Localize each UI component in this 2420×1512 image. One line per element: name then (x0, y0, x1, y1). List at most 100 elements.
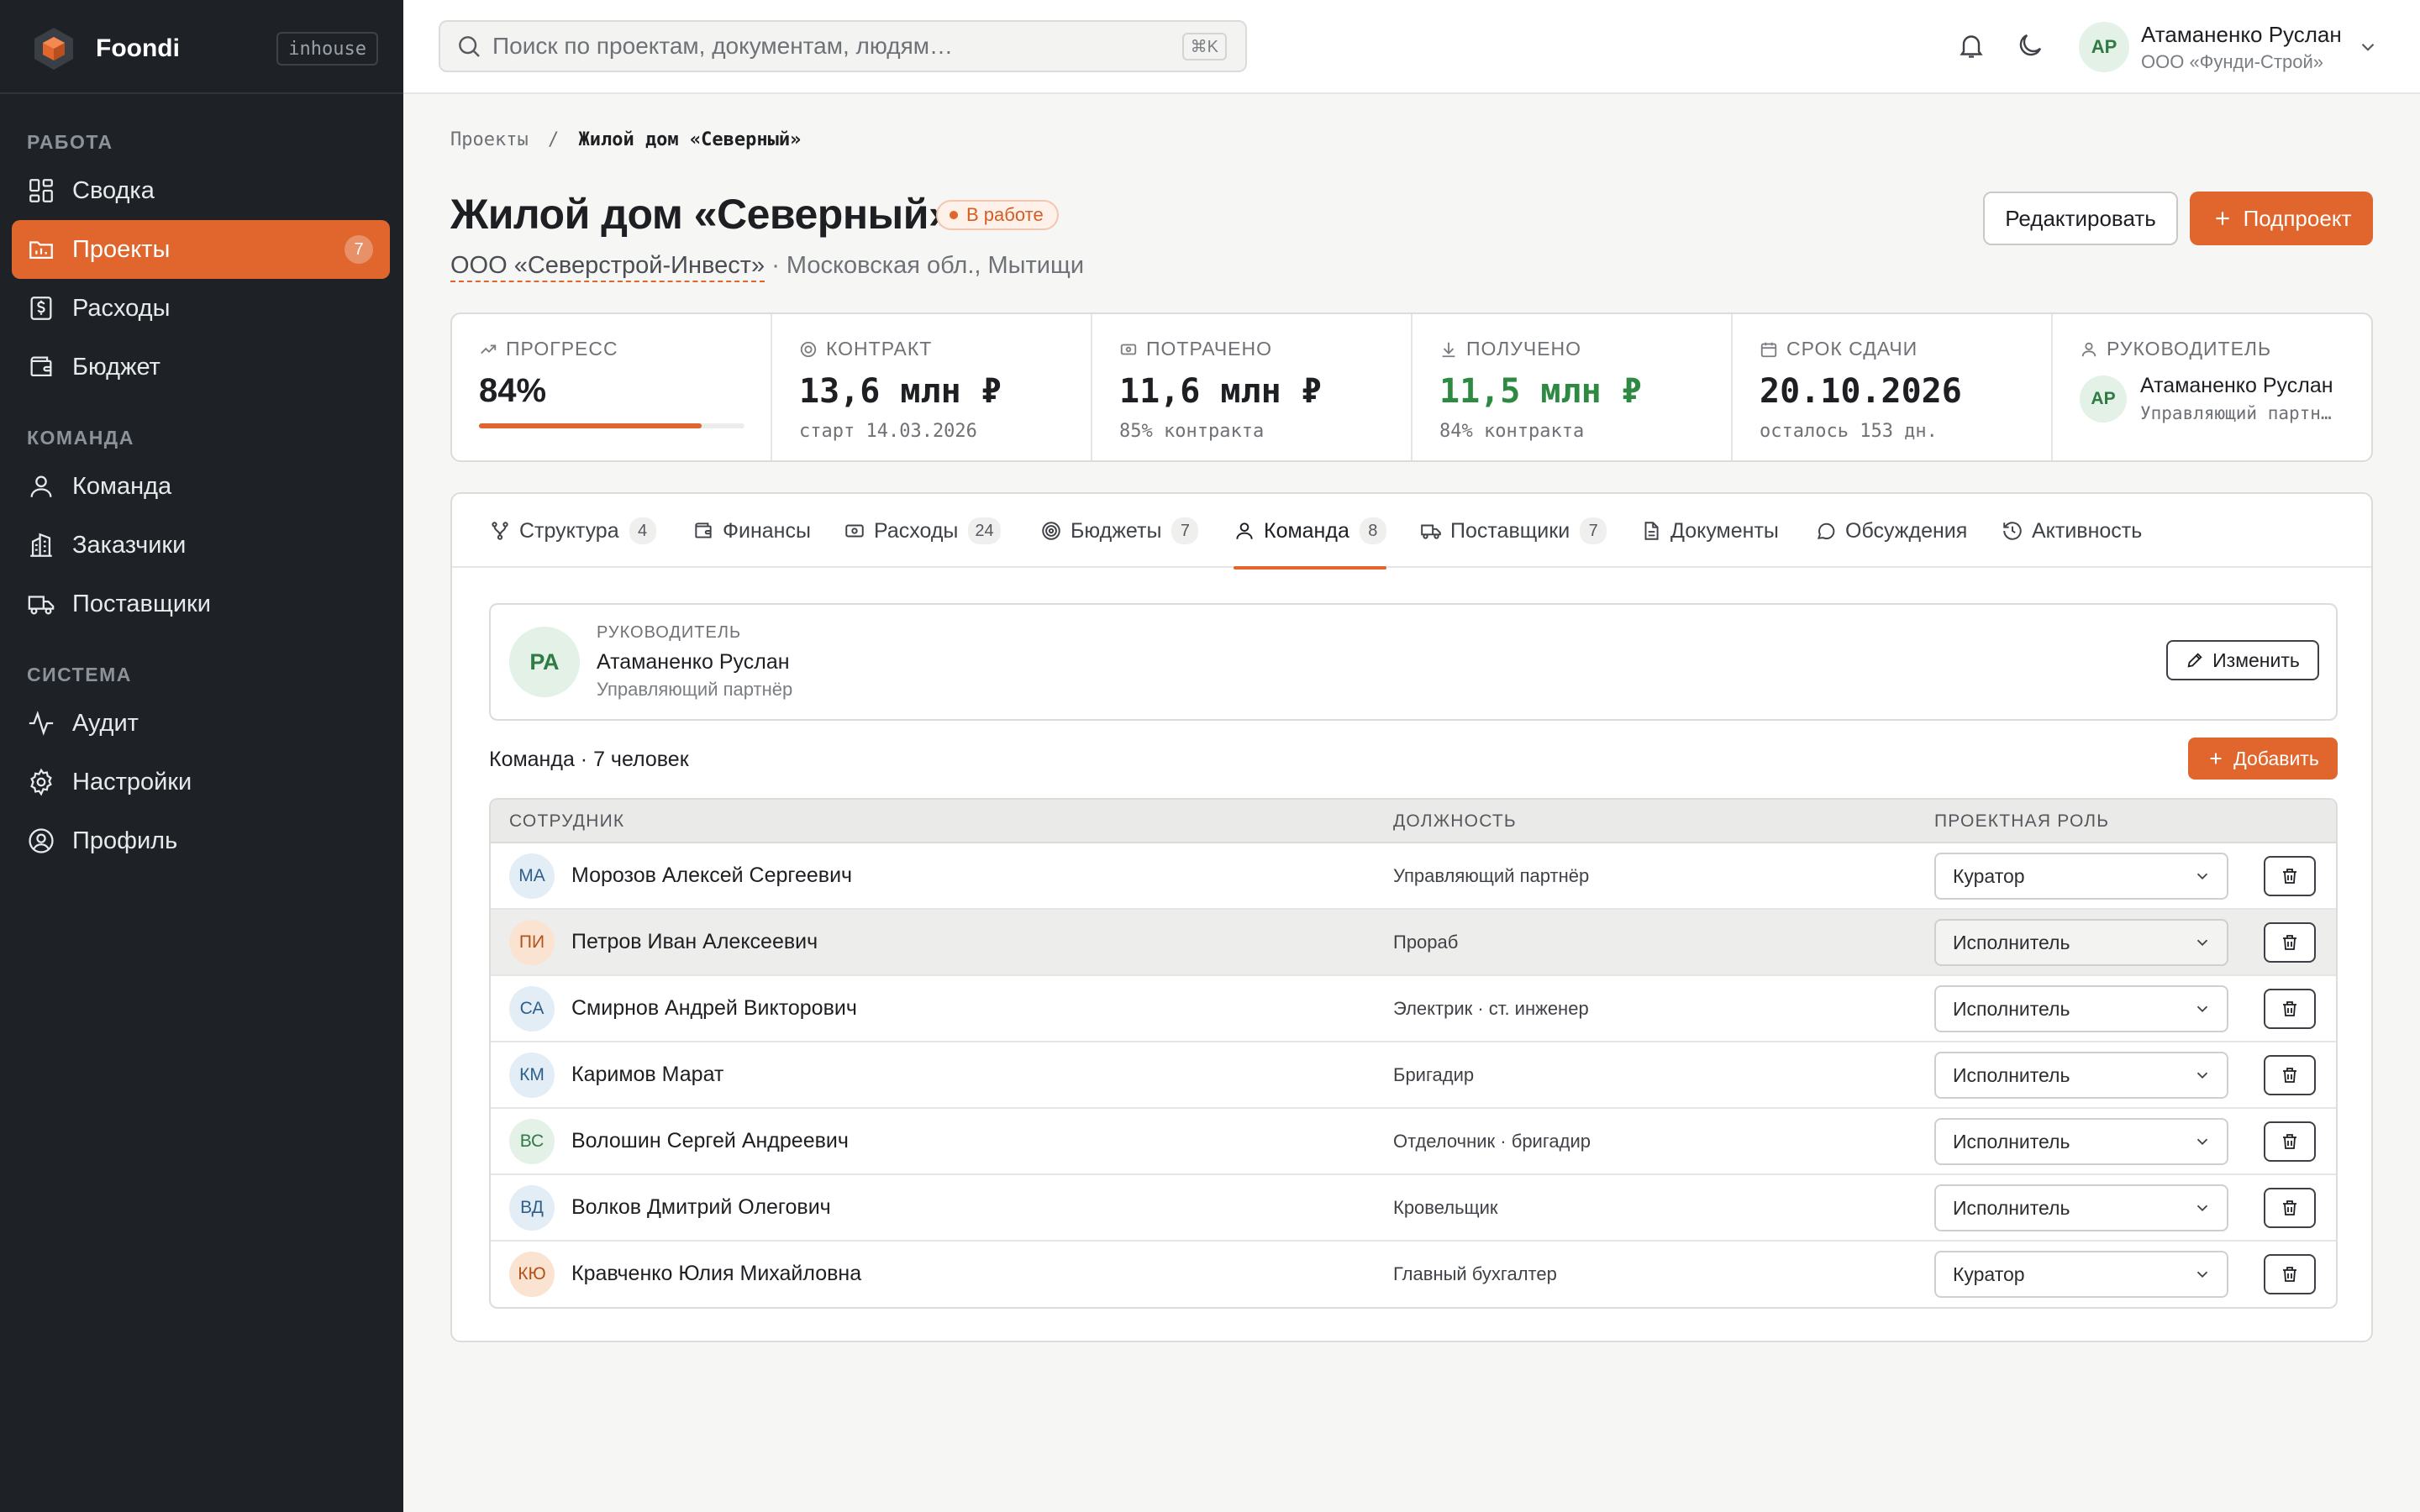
project-role-select[interactable]: Куратор (1934, 853, 2228, 900)
search-input[interactable]: Поиск по проектам, документам, людям… ⌘K (439, 20, 1247, 72)
remove-member-button[interactable] (2264, 922, 2316, 963)
tab-expenses[interactable]: Расходы 24 (844, 494, 1001, 568)
sidebar-item-budget[interactable]: Бюджет (12, 338, 390, 396)
target-icon (1042, 522, 1060, 540)
bell-icon[interactable] (1956, 30, 1986, 60)
table-row[interactable]: ПИ Петров Иван Алексеевич Прораб Исполнител… (491, 910, 2336, 976)
chevron-down-icon (2196, 939, 2208, 947)
project-role-value: Куратор (1953, 1263, 2025, 1285)
project-role-select[interactable]: Исполнитель (1934, 1184, 2228, 1231)
sidebar-item-projects[interactable]: Проекты 7 (12, 220, 390, 279)
project-role-select[interactable]: Исполнитель (1934, 1118, 2228, 1165)
history-icon (2003, 522, 2022, 540)
table-row[interactable]: КМ Каримов Марат Бригадир Исполнитель (491, 1042, 2336, 1109)
structure-icon (492, 522, 508, 540)
sidebar-item-label: Расходы (72, 294, 171, 322)
user-name: Атаманенко Руслан (2141, 21, 2342, 47)
avatar: АР (2079, 22, 2129, 72)
progress-bar (479, 423, 744, 428)
project-role-select[interactable]: Исполнитель (1934, 1052, 2228, 1099)
tab-activity[interactable]: Активность (2002, 494, 2142, 568)
edit-button[interactable]: Редактировать (1983, 192, 2178, 245)
member-name[interactable]: Петров Иван Алексеевич (571, 930, 818, 953)
building-icon (30, 533, 52, 557)
remove-member-button[interactable] (2264, 1254, 2316, 1294)
project-role-value: Исполнитель (1953, 1130, 2070, 1152)
sidebar-item-audit[interactable]: Аудит (12, 694, 390, 753)
cash-icon (1120, 344, 1137, 354)
sidebar-item-expenses[interactable]: Расходы (12, 279, 390, 338)
tab-documents[interactable]: Документы (1640, 494, 1779, 568)
tab-finance[interactable]: Финансы (692, 494, 811, 568)
add-member-button[interactable]: Добавить (2188, 738, 2338, 780)
cash-icon (845, 524, 864, 538)
tab-suppliers[interactable]: Поставщики 7 (1420, 494, 1607, 568)
member-position: Кровельщик (1393, 1197, 1498, 1218)
tab-label: Активность (2032, 518, 2143, 543)
moon-icon[interactable] (2015, 30, 2045, 60)
plus-icon (2216, 212, 2229, 225)
stat-label: ПОЛУЧЕНО (1466, 338, 1582, 360)
sidebar-item-dashboard[interactable]: Сводка (12, 161, 390, 220)
table-header: СОТРУДНИК ДОЛЖНОСТЬ ПРОЕКТНАЯ РОЛЬ (491, 800, 2336, 843)
logo-icon (34, 28, 73, 70)
tab-budgets[interactable]: Бюджеты 7 (1040, 494, 1199, 568)
sidebar-item-label: Бюджет (72, 353, 160, 381)
project-role-select[interactable]: Исполнитель (1934, 919, 2228, 966)
stat-spent: ПОТРАЧЕНО 11,6 млн ₽ 85% контракта (1092, 314, 1413, 460)
member-name[interactable]: Кравченко Юлия Михайловна (571, 1262, 862, 1285)
tab-team[interactable]: Команда 8 (1234, 494, 1386, 570)
table-row[interactable]: КЮ Кравченко Юлия Михайловна Главный бухга… (491, 1242, 2336, 1307)
remove-member-button[interactable] (2264, 1121, 2316, 1162)
sidebar-item-label: Заказчики (72, 531, 187, 559)
search-icon (459, 36, 480, 57)
table-row[interactable]: ВД Волков Дмитрий Олегович Кровельщик Испол… (491, 1175, 2336, 1242)
remove-member-button[interactable] (2264, 1055, 2316, 1095)
table-row[interactable]: МА Морозов Алексей Сергеевич Управляющий п… (491, 843, 2336, 910)
tab-count: 7 (1580, 517, 1607, 544)
sidebar-item-suppliers[interactable]: Поставщики (12, 575, 390, 633)
stat-label: КОНТРАКТ (826, 338, 933, 360)
project-role-value: Исполнитель (1953, 1063, 2070, 1086)
sidebar-item-clients[interactable]: Заказчики (12, 516, 390, 575)
stat-note: 84% контракта (1439, 421, 1585, 442)
member-name[interactable]: Морозов Алексей Сергеевич (571, 864, 853, 887)
truck-icon (1421, 524, 1441, 539)
sidebar-item-settings[interactable]: Настройки (12, 753, 390, 811)
project-role-value: Исполнитель (1953, 997, 2070, 1020)
add-subproject-button[interactable]: Подпроект (2190, 192, 2373, 245)
tab-count: 24 (968, 517, 1001, 544)
project-role-select[interactable]: Исполнитель (1934, 985, 2228, 1032)
remove-member-button[interactable] (2264, 1188, 2316, 1228)
tab-count: 7 (1171, 517, 1199, 544)
client-link[interactable]: ООО «Северстрой-Инвест» (450, 252, 765, 282)
section-title-work: РАБОТА (27, 131, 113, 153)
sidebar-item-team[interactable]: Команда (12, 457, 390, 516)
project-role-value: Куратор (1953, 864, 2025, 887)
sidebar-item-label: Аудит (72, 709, 139, 737)
tab-discussions[interactable]: Обсуждения (1815, 494, 1967, 568)
target-icon (800, 341, 817, 357)
member-position: Бригадир (1393, 1064, 1475, 1085)
user-menu[interactable]: АР Атаманенко Руслан ООО «Фунди-Строй» (2079, 18, 2379, 76)
column-header-role: ПРОЕКТНАЯ РОЛЬ (1934, 811, 2110, 831)
member-name[interactable]: Волков Дмитрий Олегович (571, 1195, 831, 1219)
change-lead-button[interactable]: Изменить (2166, 640, 2319, 680)
tab-structure[interactable]: Структура 4 (489, 494, 656, 568)
manager-name[interactable]: Атаманенко Руслан (2140, 374, 2333, 397)
remove-member-button[interactable] (2264, 989, 2316, 1029)
member-name[interactable]: Каримов Марат (571, 1063, 724, 1086)
tab-label: Расходы (874, 518, 959, 543)
table-row[interactable]: ВС Волошин Сергей Андреевич Отделочник · б… (491, 1109, 2336, 1175)
trash-icon (2283, 1134, 2296, 1149)
sidebar-item-profile[interactable]: Профиль (12, 811, 390, 870)
breadcrumb-parent[interactable]: Проекты (450, 129, 529, 150)
stat-value: 20.10.2026 (1760, 372, 1962, 411)
user-company: ООО «Фунди-Строй» (2141, 50, 2323, 72)
table-row[interactable]: СА Смирнов Андрей Викторович Электрик · ст… (491, 976, 2336, 1042)
remove-member-button[interactable] (2264, 856, 2316, 896)
member-name[interactable]: Волошин Сергей Андреевич (571, 1129, 849, 1152)
truck-icon (28, 596, 55, 615)
project-role-select[interactable]: Куратор (1934, 1251, 2228, 1298)
member-name[interactable]: Смирнов Андрей Викторович (571, 996, 857, 1020)
